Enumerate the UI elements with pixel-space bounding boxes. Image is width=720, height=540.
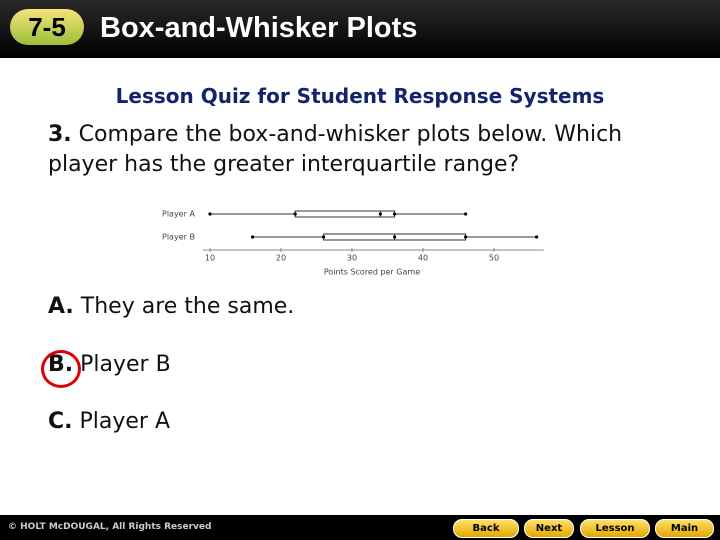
x-tick-label: 10 <box>205 254 215 263</box>
copyright: © HOLT McDOUGAL, All Rights Reserved <box>8 522 212 532</box>
x-axis-label: Points Scored per Game <box>324 268 420 277</box>
point <box>393 212 397 216</box>
point <box>208 212 212 216</box>
point <box>464 212 468 216</box>
selection-circle <box>41 350 81 388</box>
answer-text: They are the same. <box>80 294 295 319</box>
answer: C. Player A <box>48 409 170 434</box>
row-label: Player B <box>162 233 195 242</box>
lesson-button[interactable]: Lesson <box>580 519 650 538</box>
point <box>393 235 397 239</box>
answer: A. They are the same. <box>48 294 294 319</box>
point <box>322 235 326 239</box>
answer-text: Player A <box>79 409 171 434</box>
box-plot: 10 20 30 40 50 Points Scored per Game Player A… <box>162 210 544 277</box>
answer-letter: A. <box>48 294 74 319</box>
point <box>464 235 468 239</box>
title: Box-and-Whisker Plots <box>100 12 418 44</box>
question-number: 3. <box>48 122 72 147</box>
point <box>251 235 255 239</box>
main-button[interactable]: Main <box>655 519 714 538</box>
answer-letter: C. <box>48 409 73 434</box>
header: 7-5 Box-and-Whisker Plots <box>0 0 720 58</box>
point <box>293 212 297 216</box>
x-tick-label: 30 <box>347 254 357 263</box>
lesson-badge: 7-5 <box>10 9 84 45</box>
subtitle: Lesson Quiz for Student Response Systems <box>115 84 605 108</box>
row-label: Player A <box>162 210 195 219</box>
question-text: Compare the box-and-whisker plots below.… <box>48 122 623 177</box>
next-button[interactable]: Next <box>524 519 574 538</box>
point <box>535 235 539 239</box>
x-tick-label: 20 <box>276 254 286 263</box>
x-tick-label: 40 <box>418 254 428 263</box>
question: 3. Compare the box-and-whisker plots bel… <box>48 120 698 180</box>
footer: © HOLT McDOUGAL, All Rights Reserved Bac… <box>0 515 720 540</box>
answer-text: Player B <box>80 352 171 377</box>
point <box>378 212 382 216</box>
x-tick-label: 50 <box>489 254 499 263</box>
back-button[interactable]: Back <box>453 519 519 538</box>
